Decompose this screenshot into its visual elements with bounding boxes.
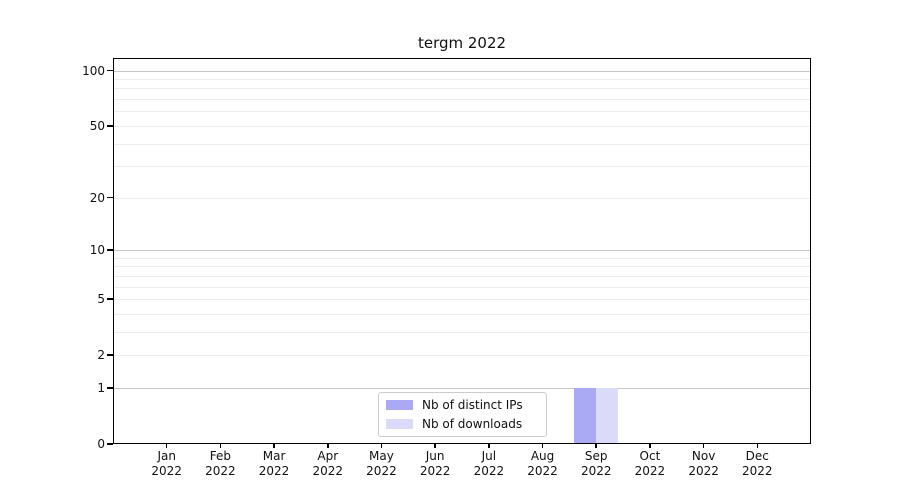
y-tick-mark (107, 196, 113, 199)
x-tick-mark (649, 444, 651, 448)
x-tick-label: Mar 2022 (258, 449, 290, 478)
x-tick-label: Sep 2022 (580, 449, 612, 478)
y-tick-label: 2 (97, 348, 105, 363)
y-tick-label: 100 (82, 63, 105, 78)
x-tick-mark (434, 444, 436, 448)
y-tick-label: 5 (97, 292, 105, 307)
y-tick-label: 20 (89, 190, 105, 205)
gridline-minor (113, 88, 811, 90)
legend-item-downloads: Nb of downloads (386, 416, 538, 432)
y-tick-label: 50 (89, 118, 105, 133)
gridline-minor (113, 99, 811, 101)
gridline-minor (113, 286, 811, 288)
legend-label-distinct-ips: Nb of distinct IPs (422, 398, 523, 412)
x-tick-mark (273, 444, 275, 448)
y-tick-label: 1 (97, 380, 105, 395)
gridline-minor (113, 111, 811, 113)
x-tick-mark (488, 444, 490, 448)
gridline-minor (113, 143, 811, 145)
gridline-major (113, 387, 811, 389)
legend-swatch-downloads (386, 419, 413, 429)
gridline-minor (113, 125, 811, 127)
x-tick-label: Jan 2022 (151, 449, 182, 478)
x-tick-mark (327, 444, 329, 448)
gridline-minor (113, 197, 811, 199)
y-tick-mark (107, 298, 113, 300)
legend-swatch-distinct-ips (386, 400, 413, 410)
x-tick-label: Aug 2022 (527, 449, 558, 478)
gridline-minor (113, 79, 811, 81)
chart-title: tergm 2022 (417, 34, 507, 52)
gridline-minor (113, 331, 811, 333)
y-tick-mark (107, 443, 113, 445)
x-tick-mark (380, 444, 383, 448)
gridline-minor (113, 313, 811, 315)
legend: Nb of distinct IPs Nb of downloads (378, 392, 547, 437)
x-tick-mark (165, 444, 168, 448)
x-tick-label: Dec 2022 (742, 449, 773, 478)
x-tick-label: Jul 2022 (473, 449, 505, 478)
y-tick-mark (107, 249, 113, 251)
x-tick-mark (219, 444, 222, 448)
gridline-minor (113, 355, 811, 357)
gridline-minor (113, 299, 811, 301)
bar-nb-of-downloads (596, 387, 619, 444)
y-tick-label: 10 (89, 242, 105, 257)
y-tick-mark (107, 354, 113, 356)
x-tick-mark (756, 444, 759, 448)
x-tick-label: Apr 2022 (312, 449, 344, 478)
gridline-minor (113, 257, 811, 259)
legend-item-distinct-ips: Nb of distinct IPs (386, 397, 538, 413)
legend-label-downloads: Nb of downloads (422, 417, 523, 431)
y-tick-mark (107, 387, 113, 389)
gridline-major (113, 249, 811, 251)
x-tick-label: Jun 2022 (419, 449, 451, 478)
y-tick-mark (107, 69, 113, 72)
gridline-minor (113, 266, 811, 268)
gridline-major (113, 70, 811, 72)
y-tick-mark (107, 125, 113, 127)
bar-nb-of-distinct-ips (574, 387, 597, 444)
x-tick-label: Nov 2022 (688, 449, 719, 478)
x-tick-label: Feb 2022 (205, 449, 236, 478)
gridline-minor (113, 166, 811, 168)
x-tick-label: Oct 2022 (634, 449, 666, 478)
y-tick-label: 0 (97, 437, 105, 451)
x-tick-mark (595, 444, 597, 448)
x-tick-mark (702, 444, 705, 448)
gridline-minor (113, 275, 811, 277)
x-tick-label: May 2022 (366, 449, 397, 478)
x-tick-mark (541, 444, 544, 448)
